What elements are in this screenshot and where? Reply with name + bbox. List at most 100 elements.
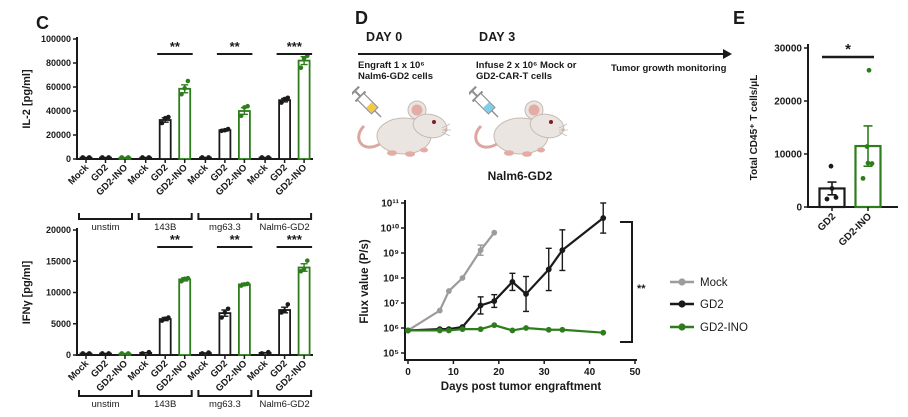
data-point (185, 78, 191, 84)
x-tick-label: 30 (539, 367, 551, 378)
y-tick-label: 5000 (51, 319, 71, 329)
data-point (199, 351, 205, 356)
timeline-day3-desc-line2: GD2-CAR-T cells (476, 71, 553, 82)
data-point (445, 288, 452, 294)
group-bracket (78, 390, 133, 397)
data-point (298, 268, 304, 274)
bar (178, 278, 192, 356)
engraft-illustration (352, 85, 451, 157)
bar (158, 119, 172, 160)
data-point (162, 115, 168, 121)
flux-chart-title: Nalm6-GD2 (487, 169, 553, 183)
group-label: 143B (154, 399, 176, 410)
y-tick-label: 10⁶ (383, 324, 399, 335)
data-point (86, 351, 92, 356)
group-bracket (197, 390, 253, 397)
y-tick-label: 30000 (774, 44, 802, 55)
data-point (206, 155, 211, 160)
data-point (80, 155, 86, 160)
mouse-icon (357, 100, 451, 157)
timeline-day3-desc-line1: Infuse 2 x 10⁶ Mock or (476, 60, 577, 71)
data-point (600, 329, 607, 336)
data-point (266, 349, 271, 355)
data-point (206, 350, 211, 355)
data-point (301, 266, 307, 272)
data-point (125, 351, 131, 356)
group-label: 143B (154, 222, 176, 233)
bar-label: Mock (126, 162, 151, 187)
y-tick-label: 80000 (46, 58, 71, 68)
data-point (238, 113, 244, 119)
data-point (509, 327, 516, 334)
bar (278, 309, 292, 356)
y-axis-label: Total CD45⁺ T cells/μL (749, 75, 760, 181)
y-tick-label: 0 (796, 203, 802, 214)
data-point (222, 310, 228, 315)
timeline-day0-desc: Engraft 1 x 10⁶ Nalm6-GD2 cells (358, 60, 433, 82)
data-point (140, 155, 145, 160)
y-tick-label: 0 (66, 350, 71, 360)
timeline-day0-title: DAY 0 (366, 30, 403, 44)
group-label: unstim (92, 222, 120, 233)
data-point (436, 307, 443, 314)
syringe-icon (352, 85, 382, 118)
data-point (301, 55, 307, 61)
data-point (864, 144, 870, 149)
sig-stars: *** (287, 39, 303, 54)
data-point (266, 155, 271, 160)
data-point (828, 163, 834, 169)
data-point (298, 65, 304, 71)
timeline-day0-desc-line1: Engraft 1 x 10⁶ (358, 60, 425, 71)
sig-stars: ** (170, 232, 181, 247)
y-tick-label: 20000 (774, 97, 802, 108)
data-point (285, 302, 291, 307)
syringe-liquid-yellow (366, 102, 377, 113)
group-bracket (197, 213, 253, 220)
data-point (829, 186, 835, 191)
data-point (279, 100, 284, 105)
data-point (146, 155, 152, 160)
y-tick-label: 40000 (46, 106, 71, 116)
data-point (559, 247, 566, 254)
data-point (162, 316, 168, 322)
timeline-day3-desc: Infuse 2 x 10⁶ Mock or GD2-CAR-T cells (476, 60, 576, 82)
bar-label: Mock (186, 162, 211, 187)
group-label: mg63.3 (209, 222, 241, 233)
data-point (100, 155, 105, 160)
legend-label: GD2-INO (700, 322, 748, 334)
group-bracket (257, 213, 313, 220)
data-point (523, 291, 529, 297)
x-tick-label: 10 (448, 367, 460, 378)
data-point (866, 67, 872, 73)
data-point (125, 155, 131, 160)
data-point (545, 266, 552, 273)
data-point (545, 326, 552, 333)
bar-label: Mock (66, 358, 91, 383)
y-axis-label: IFNγ [pg/ml] (21, 260, 33, 324)
y-tick-label: 100000 (41, 34, 71, 44)
data-point (179, 278, 184, 284)
data-point (459, 326, 466, 333)
sig-stars: *** (287, 232, 303, 247)
x-axis-label: Days post tumor engraftment (441, 381, 602, 393)
data-point (159, 120, 165, 126)
data-point (225, 306, 231, 312)
group-bracket (137, 390, 193, 397)
data-point (600, 215, 607, 221)
panel-d-label: D (355, 8, 368, 28)
data-point (182, 85, 187, 91)
sig-stars: ** (230, 39, 241, 54)
y-tick-label: 10000 (46, 288, 71, 298)
series-line-GD2 (407, 217, 604, 332)
x-tick-label: 50 (629, 367, 641, 378)
y-tick-label: 10⁵ (383, 349, 399, 360)
y-tick-label: 20000 (46, 130, 71, 140)
bar (854, 144, 882, 209)
data-point (140, 351, 145, 356)
data-point (259, 155, 265, 160)
syringe-icon (469, 85, 499, 118)
group-label: unstim (92, 399, 120, 410)
timeline-day3-title: DAY 3 (479, 30, 516, 44)
legend-label: GD2 (700, 299, 724, 311)
